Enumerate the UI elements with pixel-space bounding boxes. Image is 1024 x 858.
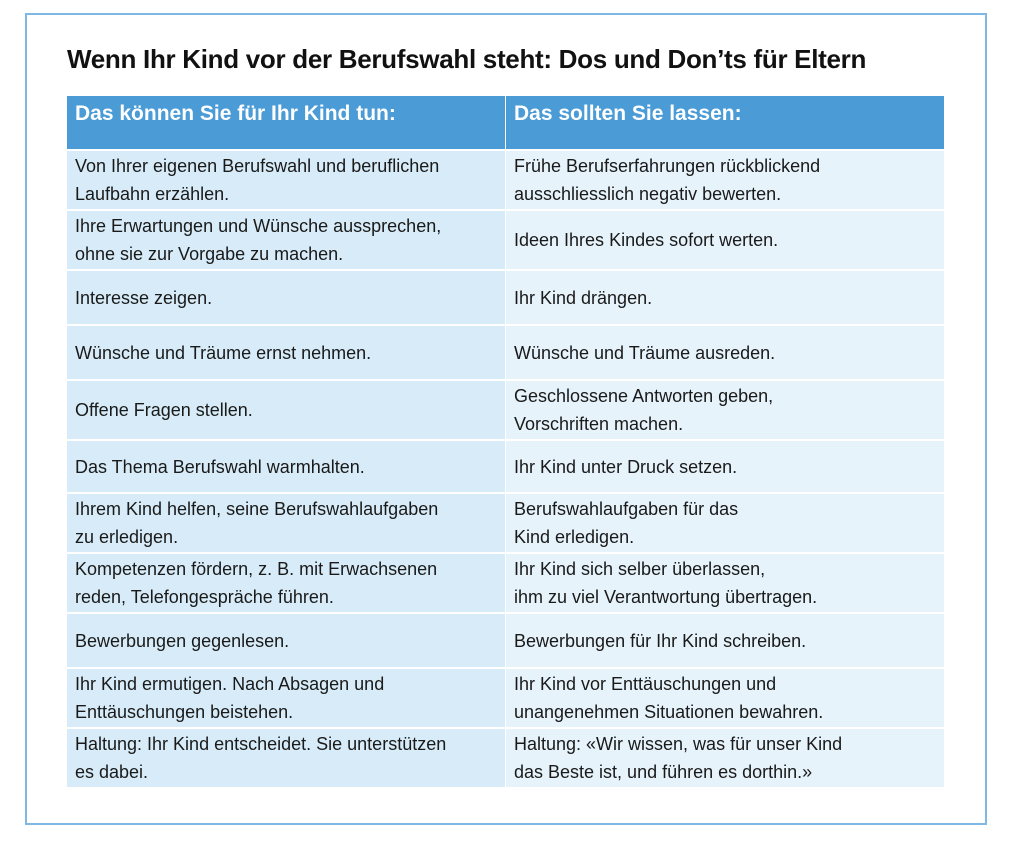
dos-donts-table: Das können Sie für Ihr Kind tun: Das sol… (67, 96, 944, 787)
table-cell-dont: Ihr Kind unter Druck setzen. (506, 441, 944, 492)
table-cell-dont: Ihr Kind vor Enttäuschungen und unangene… (506, 669, 944, 727)
column-header-dos: Das können Sie für Ihr Kind tun: (67, 96, 505, 149)
table-cell-do: Das Thema Berufswahl warmhalten. (67, 441, 505, 492)
table-cell-dont: Frühe Berufserfahrungen rückblickend aus… (506, 151, 944, 209)
table-cell-do: Bewerbungen gegenlesen. (67, 614, 505, 667)
table-cell-do: Von Ihrer eigenen Berufswahl und berufli… (67, 151, 505, 209)
table-cell-do: Offene Fragen stellen. (67, 381, 505, 439)
column-header-donts: Das sollten Sie lassen: (506, 96, 944, 149)
table-cell-dont: Geschlossene Antworten geben, Vorschrift… (506, 381, 944, 439)
table-cell-do: Ihr Kind ermutigen. Nach Absagen und Ent… (67, 669, 505, 727)
page-title: Wenn Ihr Kind vor der Berufswahl steht: … (67, 44, 867, 74)
table-cell-do: Haltung: Ihr Kind entscheidet. Sie unter… (67, 729, 505, 787)
table-cell-do: Ihrem Kind helfen, seine Berufswahlaufga… (67, 494, 505, 552)
table-cell-dont: Ideen Ihres Kindes sofort werten. (506, 211, 944, 269)
table-cell-dont: Wünsche und Träume ausreden. (506, 326, 944, 379)
table-cell-dont: Bewerbungen für Ihr Kind schreiben. (506, 614, 944, 667)
table-cell-dont: Ihr Kind sich selber überlassen, ihm zu … (506, 554, 944, 612)
table-cell-do: Interesse zeigen. (67, 271, 505, 324)
table-cell-dont: Haltung: «Wir wissen, was für unser Kind… (506, 729, 944, 787)
table-cell-do: Wünsche und Träume ernst nehmen. (67, 326, 505, 379)
table-cell-dont: Berufswahlaufgaben für das Kind erledige… (506, 494, 944, 552)
table-cell-dont: Ihr Kind drängen. (506, 271, 944, 324)
table-cell-do: Kompetenzen fördern, z. B. mit Erwachsen… (67, 554, 505, 612)
table-cell-do: Ihre Erwartungen und Wünsche aussprechen… (67, 211, 505, 269)
